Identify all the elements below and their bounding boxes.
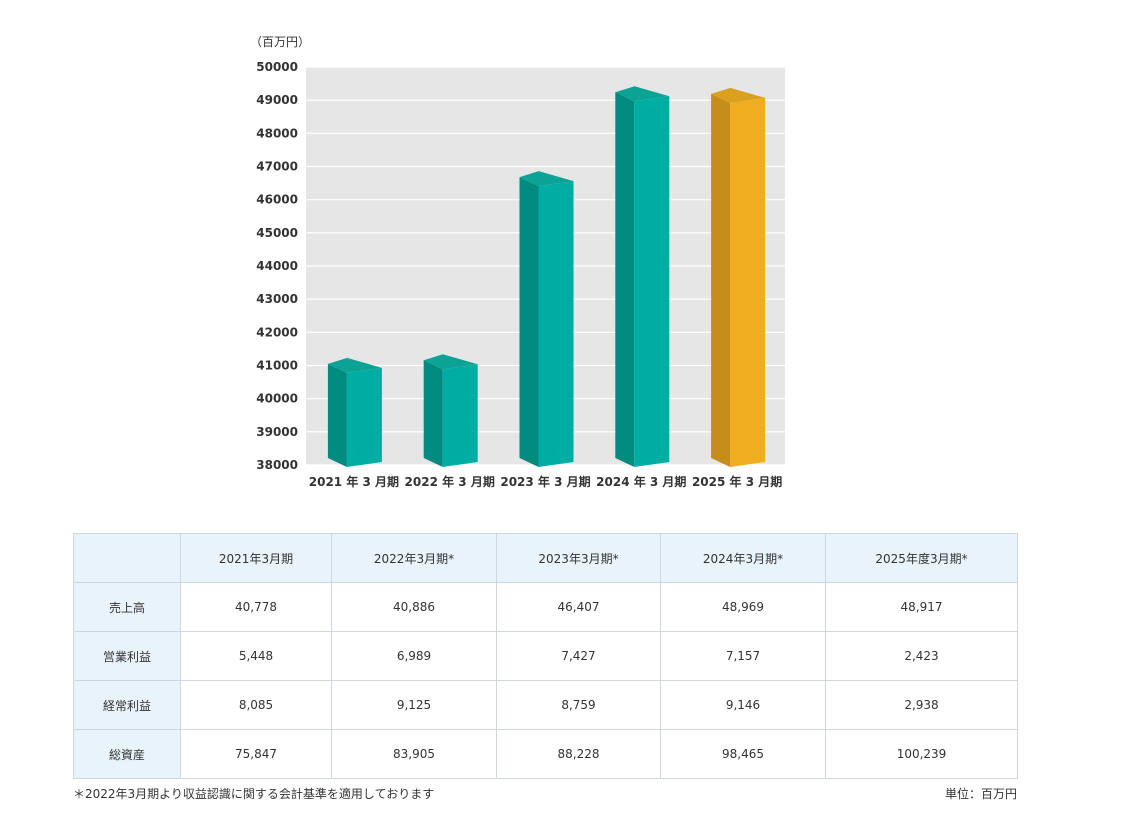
x-category-label: 2023 年 3 月期: [500, 474, 590, 489]
y-tick-label: 40000: [256, 392, 298, 406]
bar-3: [615, 86, 670, 468]
table-header-row: 2021年3月期 2022年3月期* 2023年3月期* 2024年3月期* 2…: [73, 533, 1018, 583]
y-tick-label: 44000: [256, 259, 298, 273]
table-row: 総資産 75,847 83,905 88,228 98,465 100,239: [73, 729, 1018, 779]
revenue-chart: 38000 39000 40000 41000 42000 43000 44000 45000…: [240, 22, 810, 502]
x-category-label: 2022 年 3 月期: [405, 474, 495, 489]
table-cell: 2,938: [825, 680, 1018, 730]
table-cell: 9,146: [660, 680, 826, 730]
bar-front-face: [730, 97, 766, 468]
table-header-corner: [73, 533, 181, 583]
table-cell: 5,448: [180, 631, 332, 681]
chart-svg: 38000 39000 40000 41000 42000 43000 44000 45000…: [250, 35, 785, 489]
bar-front-face: [346, 367, 382, 467]
table-cell: 100,239: [825, 729, 1018, 779]
row-label: 売上高: [73, 582, 181, 632]
table-cell: 88,228: [496, 729, 661, 779]
table-row: 売上高 40,778 40,886 46,407 48,969 48,917: [73, 582, 1018, 632]
unit-note: 単位：百万円: [944, 787, 1017, 801]
bar-side-face: [519, 177, 539, 467]
x-category-label: 2025 年 3 月期: [692, 474, 782, 489]
bar-0: [327, 357, 382, 467]
table-cell: 48,969: [660, 582, 826, 632]
table-cell: 7,427: [496, 631, 661, 681]
y-tick-label: 39000: [256, 425, 298, 439]
y-tick-label: 49000: [256, 93, 298, 107]
bar-top-face: [519, 171, 574, 187]
bar-front-face: [634, 96, 670, 468]
y-tick-label: 50000: [256, 60, 298, 74]
x-category-label: 2024 年 3 月期: [596, 474, 686, 489]
table-cell: 9,125: [331, 680, 497, 730]
table-cell: 98,465: [660, 729, 826, 779]
table-cell: 48,917: [825, 582, 1018, 632]
table-cell: 40,886: [331, 582, 497, 632]
table-cell: 7,157: [660, 631, 826, 681]
table-row: 営業利益 5,448 6,989 7,427 7,157 2,423: [73, 631, 1018, 681]
y-tick-label: 43000: [256, 292, 298, 306]
row-label: 総資産: [73, 729, 181, 779]
bar-front-face: [538, 181, 574, 467]
accounting-note: ＊2022年3月期より収益認識に関する会計基準を適用しております: [73, 787, 435, 801]
table-cell: 46,407: [496, 582, 661, 632]
y-tick-label: 41000: [256, 359, 298, 373]
row-label: 営業利益: [73, 631, 181, 681]
table-cell: 8,085: [180, 680, 332, 730]
table-row: 経常利益 8,085 9,125 8,759 9,146 2,938: [73, 680, 1018, 730]
bar-side-face: [615, 92, 635, 468]
bar-top-face: [327, 357, 382, 373]
bar-2: [519, 171, 574, 467]
bar-top-face: [711, 87, 766, 103]
table-header-cell: 2022年3月期*: [331, 533, 497, 583]
table-cell: 6,989: [331, 631, 497, 681]
bar-4: [711, 87, 766, 468]
y-tick-label: 42000: [256, 325, 298, 339]
row-label: 経常利益: [73, 680, 181, 730]
table-header-cell: 2021年3月期: [180, 533, 332, 583]
bar-front-face: [442, 364, 478, 467]
y-tick-label: 45000: [256, 226, 298, 240]
y-unit-label: （百万円）: [250, 35, 310, 49]
table-cell: 83,905: [331, 729, 497, 779]
bar-1: [423, 354, 478, 467]
table-cell: 40,778: [180, 582, 332, 632]
financial-table: 2021年3月期 2022年3月期* 2023年3月期* 2024年3月期* 2…: [73, 533, 1018, 779]
table-cell: 75,847: [180, 729, 332, 779]
bar-side-face: [423, 360, 443, 467]
table-cell: 2,423: [825, 631, 1018, 681]
table-header-cell: 2025年度3月期*: [825, 533, 1018, 583]
bar-side-face: [711, 93, 731, 468]
y-tick-label: 38000: [256, 458, 298, 472]
bar-top-face: [423, 354, 478, 370]
x-category-label: 2021 年 3 月期: [309, 474, 399, 489]
y-tick-label: 46000: [256, 193, 298, 207]
table-header-cell: 2023年3月期*: [496, 533, 661, 583]
y-tick-label: 47000: [256, 160, 298, 174]
table-header-cell: 2024年3月期*: [660, 533, 826, 583]
y-tick-label: 48000: [256, 126, 298, 140]
bar-side-face: [327, 363, 347, 467]
table-cell: 8,759: [496, 680, 661, 730]
bar-top-face: [615, 86, 670, 102]
